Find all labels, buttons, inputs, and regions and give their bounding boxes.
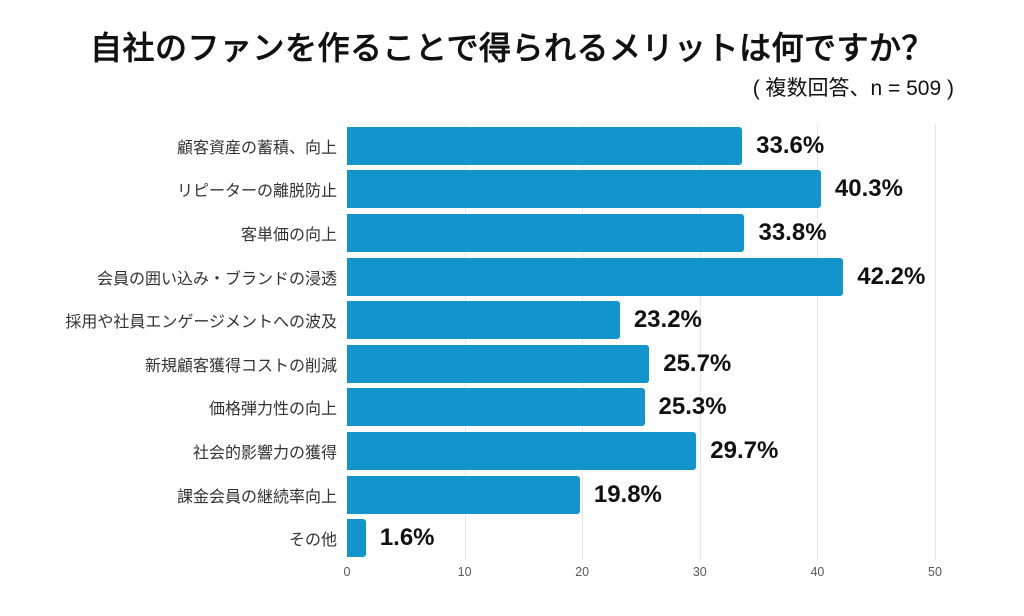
chart-title: 自社のファンを作ることで得られるメリットは何ですか？ — [89, 30, 935, 66]
category-label: 顧客資産の蓄積、向上 — [176, 139, 337, 157]
category-label: 課金会員の継続率向上 — [176, 488, 337, 506]
value-label: 33.6% — [756, 131, 825, 159]
gridline — [464, 124, 466, 560]
category-label: 客単価の向上 — [240, 226, 337, 244]
gridline — [699, 124, 701, 560]
chart-row: その他 1.6% — [0, 516, 1024, 560]
bar — [347, 170, 821, 209]
category-label: 採用や社員エンゲージメントへの波及 — [65, 314, 337, 332]
bar-track: 33.8% — [347, 213, 935, 252]
gridline — [935, 124, 936, 560]
value-label: 29.7% — [710, 436, 779, 464]
bar-track: 1.6% — [347, 519, 935, 558]
bar-track: 23.2% — [347, 301, 935, 340]
category-label: 会員の囲い込み・ブランドの浸透 — [96, 270, 337, 288]
x-tick-label: 0 — [343, 564, 351, 579]
bar-track: 40.3% — [347, 170, 935, 209]
bar — [347, 126, 743, 165]
bar — [347, 431, 697, 470]
bar-track: 19.8% — [347, 475, 935, 514]
category-label: 価格弾力性の向上 — [208, 401, 337, 419]
chart-row: 採用や社員エンゲージメントへの波及 23.2% — [0, 298, 1024, 342]
x-tick-label: 20 — [575, 564, 590, 579]
bar-track: 25.3% — [347, 388, 935, 427]
value-label: 33.8% — [758, 218, 827, 246]
chart-row: リピーターの離脱防止 40.3% — [0, 168, 1024, 212]
x-axis: 0 10 20 30 40 50 — [343, 564, 942, 585]
bar — [347, 213, 745, 252]
bar — [347, 344, 650, 383]
category-label: 社会的影響力の獲得 — [192, 444, 337, 462]
bar-track: 42.2% — [347, 257, 935, 296]
chart-row: 社会的影響力の獲得 29.7% — [0, 429, 1024, 473]
category-label: その他 — [288, 532, 337, 550]
value-label: 25.3% — [658, 393, 727, 421]
chart-row: 顧客資産の蓄積、向上 33.6% — [0, 124, 1024, 168]
value-label: 42.2% — [857, 262, 926, 290]
chart-row: 会員の囲い込み・ブランドの浸透 42.2% — [0, 255, 1024, 299]
x-tick-label: 10 — [457, 564, 472, 579]
x-tick-label: 50 — [928, 564, 942, 579]
bar-track: 29.7% — [347, 431, 935, 470]
category-label: 新規顧客獲得コストの削減 — [144, 357, 337, 375]
chart-row: 課金会員の継続率向上 19.8% — [0, 473, 1024, 517]
value-label: 1.6% — [379, 524, 435, 552]
chart-subtitle: ( 複数回答、n = 509 ) — [752, 77, 954, 100]
value-label: 23.2% — [633, 306, 702, 334]
bar-track: 33.6% — [347, 126, 935, 165]
grid-layer — [347, 124, 936, 560]
bar — [347, 519, 366, 558]
category-label: リピーターの離脱防止 — [176, 183, 337, 201]
value-label: 40.3% — [834, 175, 903, 203]
x-tick-label: 30 — [692, 564, 707, 579]
x-tick-label: 40 — [810, 564, 825, 579]
chart-row: 新規顧客獲得コストの削減 25.7% — [0, 342, 1024, 386]
chart-row: 客単価の向上 33.8% — [0, 211, 1024, 255]
value-label: 19.8% — [593, 480, 662, 508]
value-label: 25.7% — [663, 349, 732, 377]
gridline — [817, 124, 819, 560]
chart-rows: 顧客資産の蓄積、向上 33.6% リピーターの離脱防止 40.3% 客単価の向上 33.8… — [0, 124, 1024, 560]
chart-row: 価格弾力性の向上 25.3% — [0, 386, 1024, 430]
bar-chart: 顧客資産の蓄積、向上 33.6% リピーターの離脱防止 40.3% 客単価の向上 33.8… — [0, 124, 1024, 585]
bar — [347, 257, 844, 296]
bar — [347, 388, 645, 427]
bar-track: 25.7% — [347, 344, 935, 383]
gridline — [582, 124, 584, 560]
bar — [347, 475, 580, 514]
bar — [347, 301, 620, 340]
